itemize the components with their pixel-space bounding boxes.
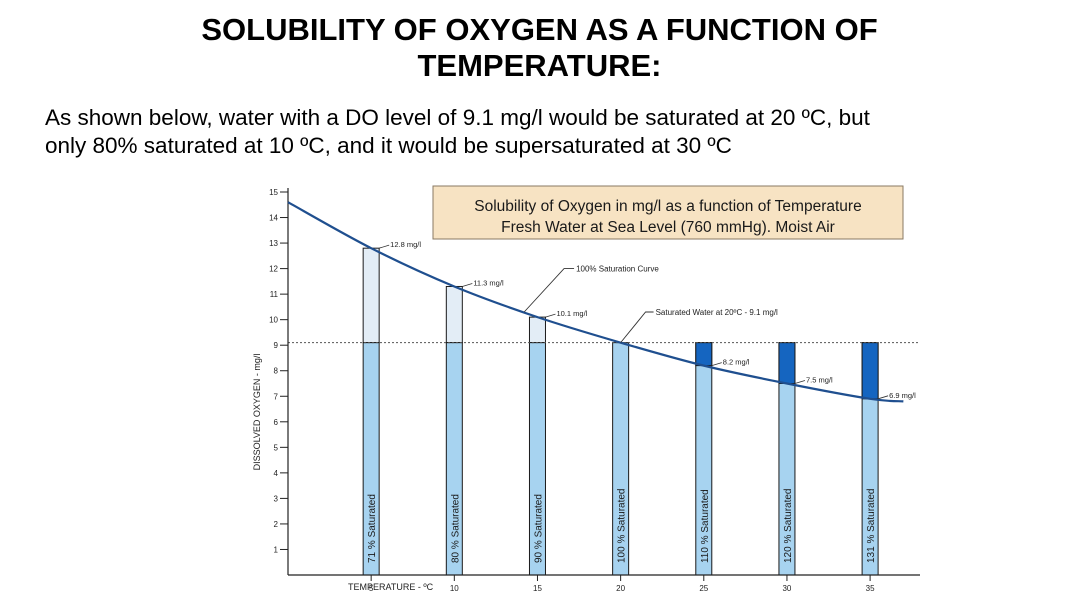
value-leader-line: [877, 395, 889, 400]
x-tick-label: 10: [450, 584, 459, 593]
x-tick-label: 25: [699, 584, 708, 593]
y-tick-label: 13: [269, 239, 278, 248]
bar-label: 131 % Saturated: [866, 489, 877, 564]
bar-label: 80 % Saturated: [450, 494, 461, 563]
x-tick-label: 35: [866, 584, 875, 593]
y-tick-label: 14: [269, 214, 278, 223]
saturation-curve: [287, 201, 904, 403]
y-tick-label: 15: [269, 188, 278, 197]
value-leader-line: [379, 244, 390, 249]
y-tick-label: 11: [270, 290, 279, 299]
y-tick-label: 12: [269, 265, 278, 274]
bar-value-label: 8.2 mg/l: [723, 358, 750, 367]
bar-label: 90 % Saturated: [533, 494, 544, 563]
value-leader-line: [462, 283, 473, 287]
bar-value-label: 10.1 mg/l: [556, 309, 587, 318]
body-line-1: As shown below, water with a DO level of…: [45, 105, 870, 130]
curve-callout-label: 100% Saturation Curve: [576, 265, 659, 274]
saturated-callout-line: [620, 311, 654, 343]
curve-callout-line: [523, 268, 575, 313]
bar-supersaturation: [778, 342, 796, 384]
y-tick-label: 9: [274, 341, 279, 350]
chart-title-line-1: Solubility of Oxygen in mg/l as a functi…: [474, 198, 861, 215]
x-tick-label: 20: [616, 584, 625, 593]
bar-supersaturation: [695, 342, 713, 367]
y-tick-label: 3: [274, 494, 279, 503]
y-axis-label: DISSOLVED OXYGEN - mg/l: [252, 354, 262, 471]
x-tick-label: 15: [533, 584, 542, 593]
y-tick-label: 10: [269, 316, 278, 325]
bar-supersaturation: [861, 342, 879, 400]
slide-title-line-2: TEMPERATURE:: [417, 48, 662, 83]
value-leader-line: [711, 362, 722, 367]
value-leader-line: [545, 313, 556, 318]
bar-value-label: 12.8 mg/l: [390, 240, 421, 249]
chart-title-box: [432, 185, 904, 240]
bar-headroom: [362, 247, 380, 344]
bar-value-label: 11.3 mg/l: [473, 278, 504, 287]
y-tick-label: 8: [274, 367, 279, 376]
x-tick-label: 5: [369, 584, 374, 593]
chart-title-line-2: Fresh Water at Sea Level (760 mmHg). Moi…: [501, 219, 835, 236]
y-tick-label: 1: [274, 545, 279, 554]
bar-headroom: [528, 316, 546, 344]
bar-headroom: [445, 285, 463, 344]
bar-value-label: 7.5 mg/l: [806, 376, 833, 385]
x-tick-label: 30: [782, 584, 791, 593]
x-axis-label: TEMPERATURE - ºC: [348, 582, 434, 592]
y-tick-label: 6: [274, 418, 279, 427]
y-tick-label: 5: [274, 443, 279, 452]
slide-title: SOLUBILITY OF OXYGEN AS A FUNCTION OF TE…: [0, 12, 1079, 84]
y-tick-label: 4: [274, 469, 279, 478]
slide-title-line-1: SOLUBILITY OF OXYGEN AS A FUNCTION OF: [201, 12, 878, 47]
bar-label: 71 % Saturated: [367, 494, 378, 563]
slide-body-text: As shown below, water with a DO level of…: [45, 104, 1055, 160]
y-tick-label: 2: [274, 520, 279, 529]
oxygen-solubility-chart: 71 % Saturated 80 % Saturated 90 % Saturat…: [252, 185, 920, 593]
body-line-2: only 80% saturated at 10 ºC, and it woul…: [45, 133, 732, 158]
value-leader-line: [794, 380, 806, 384]
bar-label: 120 % Saturated: [783, 489, 794, 564]
saturated-callout-label: Saturated Water at 20ºC - 9.1 mg/l: [656, 308, 778, 317]
bar-label: 100 % Saturated: [617, 489, 628, 564]
bar-label: 110 % Saturated: [700, 489, 711, 563]
y-tick-label: 7: [274, 392, 279, 401]
bar-value-label: 6.9 mg/l: [889, 391, 916, 400]
